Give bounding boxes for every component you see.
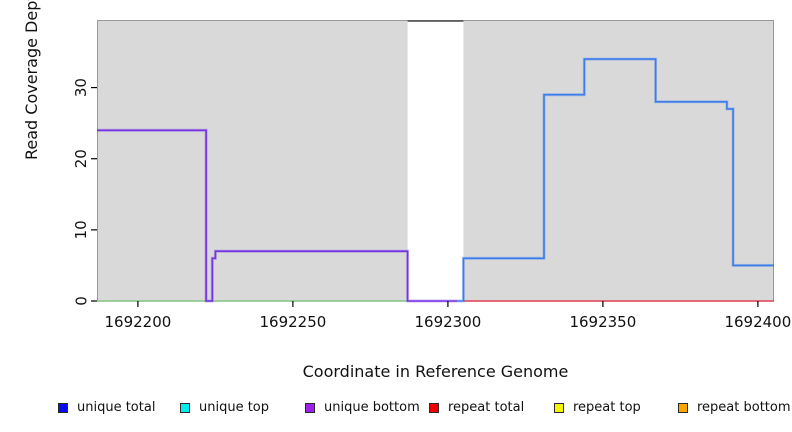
x-tick-label: 1692200 [105,313,172,331]
repeat-bottom-swatch-icon [678,403,688,413]
unique-bottom-series-line [97,129,458,302]
legend-label: repeat bottom [697,400,791,415]
repeat-top-swatch-icon [554,403,564,413]
legend-item-unique-total: unique total [58,398,155,418]
legend-item-unique-bottom: unique bottom [305,398,420,418]
y-tick-label: 20 [72,149,90,168]
legend-item-repeat-total: repeat total [429,398,524,418]
legend: unique total unique top unique bottom re… [0,398,792,422]
y-tick-label: 10 [72,220,90,239]
unique-region-right [463,20,774,301]
x-tick-label: 1692300 [414,313,481,331]
legend-label: repeat top [573,400,641,415]
y-tick-label: 0 [72,296,90,306]
x-axis-label: Coordinate in Reference Genome [302,362,569,381]
legend-label: repeat total [448,400,525,415]
unique-region-left [97,20,408,301]
x-tick-label: 1692250 [260,313,327,331]
unique-total-swatch-icon [58,403,68,413]
legend-item-unique-top: unique top [180,398,269,418]
legend-item-repeat-bottom: repeat bottom [678,398,791,418]
legend-item-repeat-top: repeat top [554,398,641,418]
repeat-total-swatch-icon [429,403,439,413]
unique-bottom-swatch-icon [305,403,315,413]
x-tick-label: 1692350 [569,313,636,331]
legend-label: unique total [77,400,156,415]
unique-total-series-line [457,58,774,302]
x-tick-label: 1692400 [724,313,791,331]
legend-label: unique top [199,400,270,415]
legend-label: unique bottom [324,400,420,415]
unique-top-swatch-icon [180,403,190,413]
y-tick-label: 30 [72,78,90,97]
